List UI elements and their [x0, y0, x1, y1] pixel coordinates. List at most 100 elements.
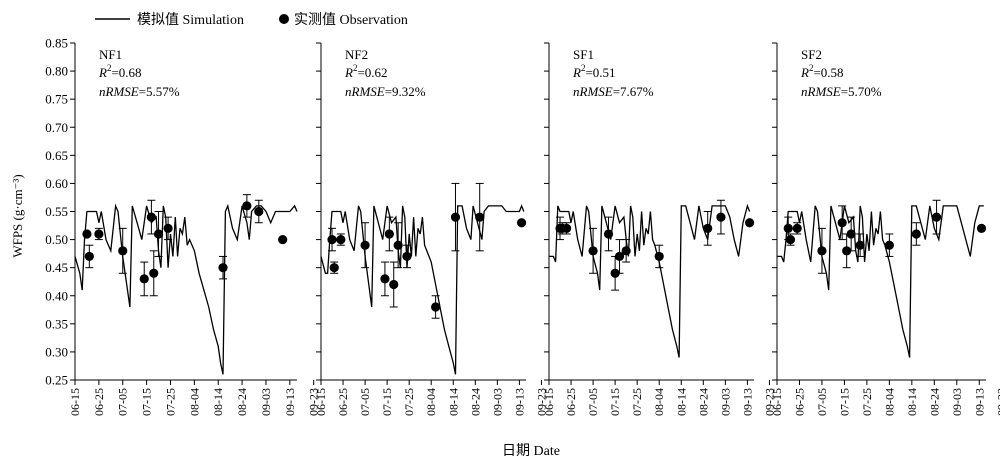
- observation-point: [783, 223, 793, 233]
- x-tick-label: 08-14: [674, 388, 688, 416]
- x-tick-label: 09-23: [762, 388, 776, 416]
- x-tick-label: 07-15: [140, 388, 154, 416]
- nrmse-annotation: nRMSE=7.67%: [573, 84, 654, 99]
- x-tick-label: 09-13: [283, 388, 297, 416]
- x-tick-label: 09-13: [972, 388, 986, 416]
- legend-observation-marker: [279, 14, 289, 24]
- observation-point: [82, 229, 92, 239]
- x-tick-label: 09-03: [259, 388, 273, 416]
- x-tick-label: 08-04: [652, 388, 666, 416]
- x-tick-label: 08-14: [211, 388, 225, 416]
- x-tick-label: 06-25: [564, 388, 578, 416]
- observation-point: [84, 251, 94, 262]
- y-tick-label: 0.50: [45, 232, 68, 247]
- x-tick-label: 07-05: [815, 388, 829, 416]
- x-tick-label: 06-25: [792, 388, 806, 416]
- observation-point: [884, 240, 894, 250]
- observation-point: [785, 234, 796, 245]
- x-axis-title: 日期 Date: [502, 443, 560, 459]
- simulation-line: [320, 204, 525, 375]
- x-tick-label: 08-24: [235, 388, 249, 416]
- observation-point: [817, 246, 827, 256]
- panel-label-sf2: SF2: [801, 47, 822, 62]
- x-tick-label: 08-04: [882, 388, 896, 416]
- y-tick-label: 0.80: [45, 64, 68, 79]
- panel-nf2: 06-15 06-25 07-05 07-15 07-25 08-04 08-14 08-24…: [314, 42, 548, 416]
- observation-point: [855, 240, 865, 250]
- x-tick-label: 06-15: [68, 388, 82, 416]
- panel-label-nf1: NF1: [99, 47, 122, 62]
- panel-nf1: 0.25 0.30 0.35 0.40 0.45 0.50 0.55 0.60 0.65 0.70…: [45, 36, 320, 417]
- x-tick-label: 06-15: [770, 388, 784, 416]
- x-tick-label: 07-05: [358, 388, 372, 416]
- observation-point: [744, 218, 755, 228]
- observation-point: [450, 212, 461, 222]
- observation-point: [94, 229, 104, 239]
- panel-label-nf2: NF2: [345, 47, 368, 62]
- x-tick-label: 09-03: [950, 388, 964, 416]
- observation-point: [837, 218, 847, 228]
- observation-point: [118, 246, 128, 256]
- observation-point: [516, 218, 527, 228]
- x-tick-label: 09-13: [740, 388, 754, 416]
- legend: 模拟值 Simulation 实测值 Observation: [95, 12, 408, 28]
- y-tick-label: 0.40: [45, 288, 68, 303]
- observation-point: [610, 268, 620, 278]
- x-tick-label: 09-13: [512, 388, 526, 416]
- x-tick-label: 09-03: [718, 388, 732, 416]
- y-tick-label: 0.35: [45, 316, 68, 331]
- y-tick-label: 0.65: [45, 148, 68, 163]
- y-tick-label: 0.60: [45, 176, 68, 191]
- nrmse-annotation: nRMSE=5.57%: [99, 84, 180, 99]
- x-tick-label: 07-05: [586, 388, 600, 416]
- simulation-line: [777, 205, 984, 358]
- y-tick-label: 0.55: [45, 204, 68, 219]
- observation-point: [588, 246, 598, 256]
- panel-sf2: 06-15 06-25 07-05 07-15 07-25 08-04 08-14 08-24…: [770, 42, 1000, 416]
- x-tick-label: 07-15: [608, 388, 622, 416]
- observation-point: [621, 246, 631, 256]
- observation-point: [242, 201, 252, 211]
- x-tick-label: 06-15: [314, 388, 328, 416]
- x-tick-label: 06-25: [336, 388, 350, 416]
- observation-point: [389, 279, 399, 290]
- observation-point: [380, 274, 390, 284]
- observation-point: [654, 251, 664, 262]
- observation-point: [153, 229, 164, 239]
- simulation-line: [549, 203, 751, 358]
- observation-point: [360, 240, 370, 250]
- r2-annotation: R2=0.51: [572, 63, 616, 80]
- x-tick-label: 09-23: [534, 388, 548, 416]
- observation-point: [336, 234, 346, 245]
- y-axis-title: WFPS (g·cm⁻³): [10, 174, 25, 257]
- x-tick-label: 08-14: [905, 388, 919, 416]
- x-tick-label: 07-15: [837, 388, 851, 416]
- observation-point: [846, 229, 856, 239]
- observation-point: [163, 223, 173, 233]
- panel-label-sf1: SF1: [573, 47, 594, 62]
- x-tick-label: 08-04: [424, 388, 438, 416]
- x-tick-label: 08-24: [927, 388, 941, 416]
- observation-point: [976, 223, 987, 233]
- legend-simulation-label: 模拟值 Simulation: [137, 12, 244, 28]
- observation-point: [716, 212, 726, 222]
- observation-point: [384, 229, 394, 239]
- x-tick-label: 08-24: [696, 388, 710, 416]
- observation-point: [149, 268, 159, 278]
- x-tick-label: 07-05: [116, 388, 130, 416]
- observation-point: [792, 223, 802, 233]
- observation-point: [402, 251, 412, 262]
- x-tick-label: 09-03: [490, 388, 504, 416]
- observation-point: [431, 302, 441, 312]
- nrmse-annotation: nRMSE=9.32%: [345, 84, 426, 99]
- x-tick-label: 07-25: [402, 388, 416, 416]
- observation-point: [842, 246, 852, 256]
- x-tick-label: 09-23: [307, 388, 321, 416]
- observation-point: [562, 223, 572, 233]
- x-tick-label: 07-25: [630, 388, 644, 416]
- observation-point: [475, 212, 485, 222]
- r2-annotation: R2=0.58: [800, 63, 844, 80]
- observation-point: [139, 274, 149, 284]
